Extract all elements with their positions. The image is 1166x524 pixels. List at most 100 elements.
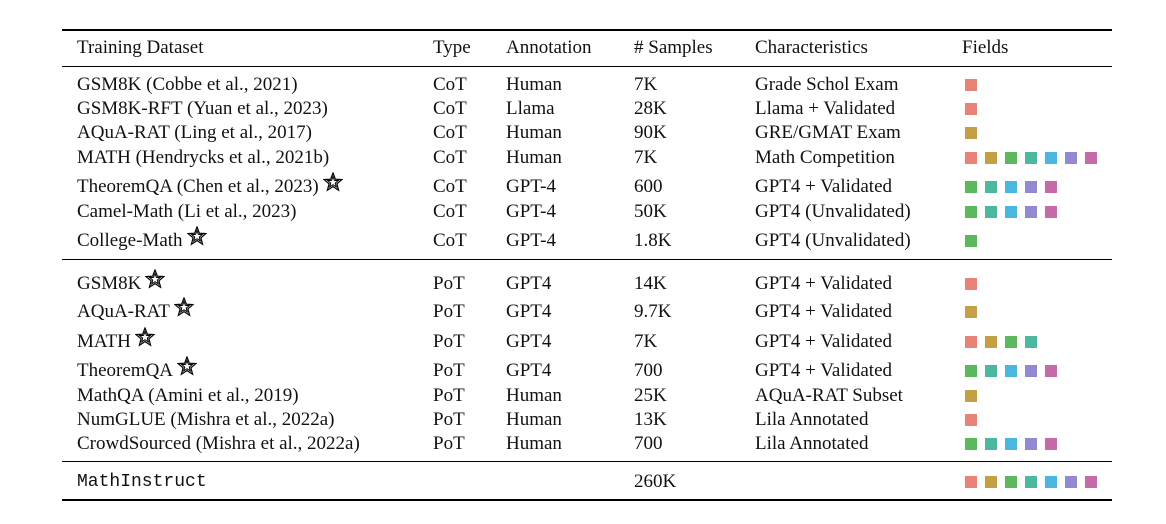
characteristics-cell: GPT4 + Validated [755,331,893,352]
characteristics-cell: GRE/GMAT Exam [755,122,901,143]
field-square [1045,476,1057,488]
field-square [965,365,977,377]
type-cell: CoT [433,74,467,95]
annotation-cell: GPT4 [506,331,552,352]
annotation-cell: Human [506,122,562,143]
star-icon [187,226,207,246]
table-row: GSM8K-RFT (Yuan et al., 2023) CoT Llama 28K… [0,97,1166,121]
cot-pot-divider [62,259,1112,260]
annotation-cell: Human [506,409,562,430]
samples-cell: 25K [634,385,667,406]
table-row: College-Math CoT GPT-4 1.8K GPT4 (Unvalidate… [0,226,1166,253]
field-square [1025,181,1037,193]
dataset-name: CrowdSourced (Mishra et al., 2022a) [77,433,360,454]
dataset-name: Camel-Math (Li et al., 2023) [77,201,297,222]
field-square [965,181,977,193]
annotation-cell: Llama [506,98,555,119]
type-cell: PoT [433,301,465,322]
table-row: CrowdSourced (Mishra et al., 2022a) PoT Hu… [0,432,1166,456]
field-square [1005,206,1017,218]
total-divider [62,461,1112,462]
field-square [1045,181,1057,193]
field-square [985,152,997,164]
type-cell: CoT [433,230,467,251]
field-square [1005,336,1017,348]
star-marker [141,269,165,295]
characteristics-cell: AQuA-RAT Subset [755,385,903,406]
samples-cell: 14K [634,273,667,294]
field-square [985,365,997,377]
field-square [1005,152,1017,164]
header-annotation: Annotation [506,37,592,58]
table-row: GSM8K (Cobbe et al., 2021) CoT Human 7K Grad… [0,73,1166,97]
star-icon [174,297,194,317]
field-square [1065,152,1077,164]
dataset-name: MathQA (Amini et al., 2019) [77,385,299,406]
field-square [965,306,977,318]
table-row: AQuA-RAT PoT GPT4 9.7K GPT4 + Validated [0,297,1166,324]
characteristics-cell: Math Competition [755,147,895,168]
table-row: MATH PoT GPT4 7K GPT4 + Validated [0,327,1166,354]
field-square [1085,152,1097,164]
dataset-name: GSM8K [77,273,142,294]
header-training-dataset: Training Dataset [77,37,204,58]
field-square [1005,476,1017,488]
samples-cell: 700 [634,360,663,381]
type-cell: CoT [433,176,467,197]
bottom-rule [62,499,1112,501]
samples-cell: 1.8K [634,230,672,251]
table-row: NumGLUE (Mishra et al., 2022a) PoT Human 13… [0,408,1166,432]
field-square [985,476,997,488]
dataset-name: GSM8K (Cobbe et al., 2021) [77,74,298,95]
field-square [1025,336,1037,348]
annotation-cell: GPT4 [506,301,552,322]
characteristics-cell: GPT4 + Validated [755,273,893,294]
field-square [985,181,997,193]
field-square [965,206,977,218]
annotation-cell: GPT4 [506,360,552,381]
type-cell: PoT [433,331,465,352]
field-square [985,336,997,348]
total-row: MathInstruct 260K [0,470,1166,494]
field-square [965,476,977,488]
type-cell: CoT [433,98,467,119]
samples-cell: 7K [634,74,658,95]
samples-cell: 700 [634,433,663,454]
type-cell: CoT [433,122,467,143]
type-cell: PoT [433,433,465,454]
star-icon [145,269,165,289]
dataset-name: NumGLUE (Mishra et al., 2022a) [77,409,335,430]
annotation-cell: GPT-4 [506,201,556,222]
field-square [965,438,977,450]
star-icon [135,327,155,347]
characteristics-cell: Lila Annotated [755,409,869,430]
dataset-name: AQuA-RAT [77,301,170,322]
header-type: Type [433,37,471,58]
field-square [1045,152,1057,164]
field-square [1025,476,1037,488]
star-icon [177,356,197,376]
field-square [1025,365,1037,377]
type-cell: PoT [433,409,465,430]
dataset-name: MATH [77,331,131,352]
field-square [965,79,977,91]
table-row: AQuA-RAT (Ling et al., 2017) CoT Human 90K G… [0,121,1166,145]
field-square [1025,152,1037,164]
table-row: MathQA (Amini et al., 2019) PoT Human 25K AQ… [0,384,1166,408]
type-cell: CoT [433,201,467,222]
header-rule [62,66,1112,67]
star-marker [319,172,343,198]
field-square [985,206,997,218]
top-rule [62,29,1112,31]
samples-cell: 600 [634,176,663,197]
type-cell: PoT [433,385,465,406]
characteristics-cell: GPT4 + Validated [755,176,893,197]
field-square [1045,365,1057,377]
samples-cell: 28K [634,98,667,119]
table-row: TheoremQA (Chen et al., 2023) CoT GPT-4 600… [0,172,1166,199]
field-square [965,103,977,115]
field-square [1025,438,1037,450]
field-square [965,152,977,164]
field-square [965,336,977,348]
field-square [1045,438,1057,450]
